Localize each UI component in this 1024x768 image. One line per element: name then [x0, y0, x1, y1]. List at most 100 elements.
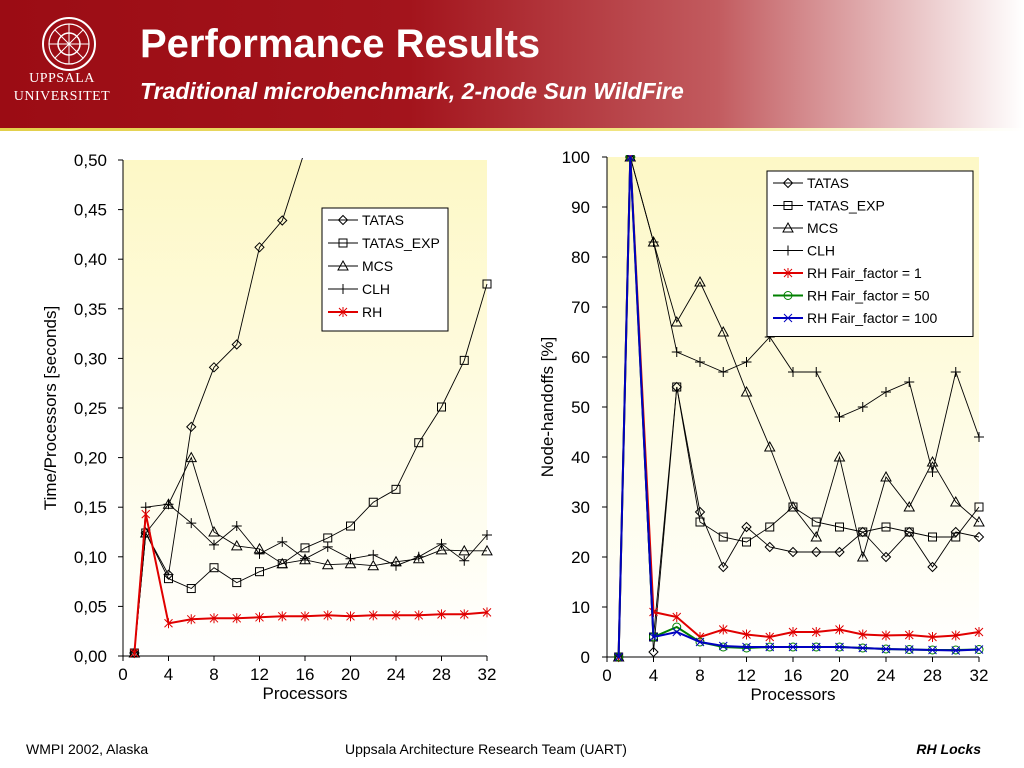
data-point — [904, 645, 914, 654]
data-point — [481, 544, 493, 556]
data-point — [322, 541, 333, 552]
legend-entry: RH Fair_factor = 50 — [807, 288, 930, 304]
y-tick-label: 50 — [571, 398, 590, 417]
x-tick-label: 0 — [602, 666, 611, 685]
logo-text-line1: UPPSALA — [29, 71, 95, 86]
data-point — [614, 652, 623, 662]
data-point — [649, 607, 658, 617]
data-point — [414, 438, 424, 448]
x-tick-label: 16 — [296, 665, 315, 684]
data-point — [346, 611, 355, 622]
legend-entry: RH Fair_factor = 1 — [807, 265, 922, 281]
y-axis-label: Time/Processors [seconds] — [41, 306, 60, 510]
x-tick-label: 20 — [341, 665, 360, 684]
x-tick-label: 24 — [387, 665, 406, 684]
data-point — [300, 611, 310, 622]
data-point — [835, 624, 844, 635]
data-point — [927, 561, 938, 573]
legend-marker — [337, 214, 349, 226]
y-tick-label: 0,20 — [74, 449, 107, 468]
data-point — [672, 612, 682, 622]
x-tick-label: 32 — [970, 666, 989, 685]
data-point — [437, 609, 446, 620]
legend-marker — [337, 259, 349, 271]
data-point — [835, 522, 844, 532]
data-point — [368, 610, 378, 621]
data-point — [648, 646, 659, 658]
data-point — [928, 632, 937, 642]
data-point — [788, 642, 798, 652]
data-point — [742, 537, 751, 547]
x-axis-label: Processors — [750, 685, 835, 704]
legend-entry: CLH — [362, 281, 390, 297]
data-point — [209, 563, 219, 573]
y-tick-label: 80 — [571, 248, 590, 267]
data-point — [951, 532, 961, 542]
y-tick-label: 30 — [571, 498, 590, 517]
legend-marker — [782, 177, 794, 189]
y-tick-label: 0,35 — [74, 300, 107, 319]
data-point — [186, 614, 196, 625]
slide-subtitle: Traditional microbenchmark, 2-node Sun W… — [140, 78, 684, 104]
x-tick-label: 8 — [695, 666, 704, 685]
data-point — [254, 242, 265, 253]
data-point — [949, 495, 962, 507]
data-point — [185, 451, 198, 463]
data-point — [741, 521, 752, 533]
data-point — [718, 624, 728, 635]
data-point — [459, 609, 469, 620]
data-point — [974, 432, 984, 442]
data-point — [764, 541, 775, 553]
x-axis-label: Processors — [262, 684, 347, 703]
data-point — [694, 506, 706, 518]
data-point — [672, 382, 682, 392]
y-tick-label: 0,05 — [74, 597, 107, 616]
legend-marker — [783, 313, 793, 323]
data-point — [412, 552, 425, 564]
data-point — [255, 612, 264, 623]
data-point — [858, 643, 868, 653]
data-point — [186, 421, 197, 433]
data-point — [254, 548, 265, 559]
data-point — [904, 377, 915, 387]
data-point — [903, 500, 916, 512]
data-point — [345, 553, 356, 564]
legend-box — [766, 170, 974, 337]
x-tick-label: 28 — [923, 666, 942, 685]
data-point — [880, 551, 892, 563]
data-point — [413, 551, 424, 562]
data-point — [833, 450, 846, 462]
legend-entry: RH — [362, 304, 382, 320]
data-point — [787, 546, 799, 558]
data-point — [856, 550, 869, 562]
x-tick-label: 8 — [209, 665, 218, 684]
y-tick-label: 0,15 — [74, 498, 107, 517]
data-point — [344, 557, 357, 569]
y-tick-label: 10 — [571, 598, 590, 617]
data-point — [209, 613, 219, 624]
legend-marker — [782, 221, 794, 233]
y-tick-label: 0,00 — [74, 647, 107, 666]
data-point — [742, 642, 751, 652]
data-point — [904, 630, 914, 640]
x-tick-label: 12 — [737, 666, 756, 685]
series-rh — [130, 509, 492, 659]
series-line — [618, 156, 980, 658]
legend-entry: MCS — [807, 220, 838, 236]
data-point — [811, 627, 821, 637]
data-point — [255, 567, 264, 577]
legend-marker — [783, 291, 793, 300]
data-point — [323, 610, 333, 621]
x-tick-label: 24 — [877, 666, 896, 685]
data-point — [231, 339, 242, 350]
data-point — [277, 215, 288, 226]
legend-marker — [338, 284, 348, 294]
data-point — [787, 500, 799, 512]
footer-left: WMPI 2002, Alaska — [26, 741, 149, 757]
y-tick-label: 20 — [571, 548, 590, 567]
x-tick-label: 20 — [830, 666, 849, 685]
university-seal-icon — [42, 17, 96, 71]
data-point — [672, 627, 682, 637]
data-point — [231, 521, 242, 532]
legend-marker — [783, 245, 793, 256]
